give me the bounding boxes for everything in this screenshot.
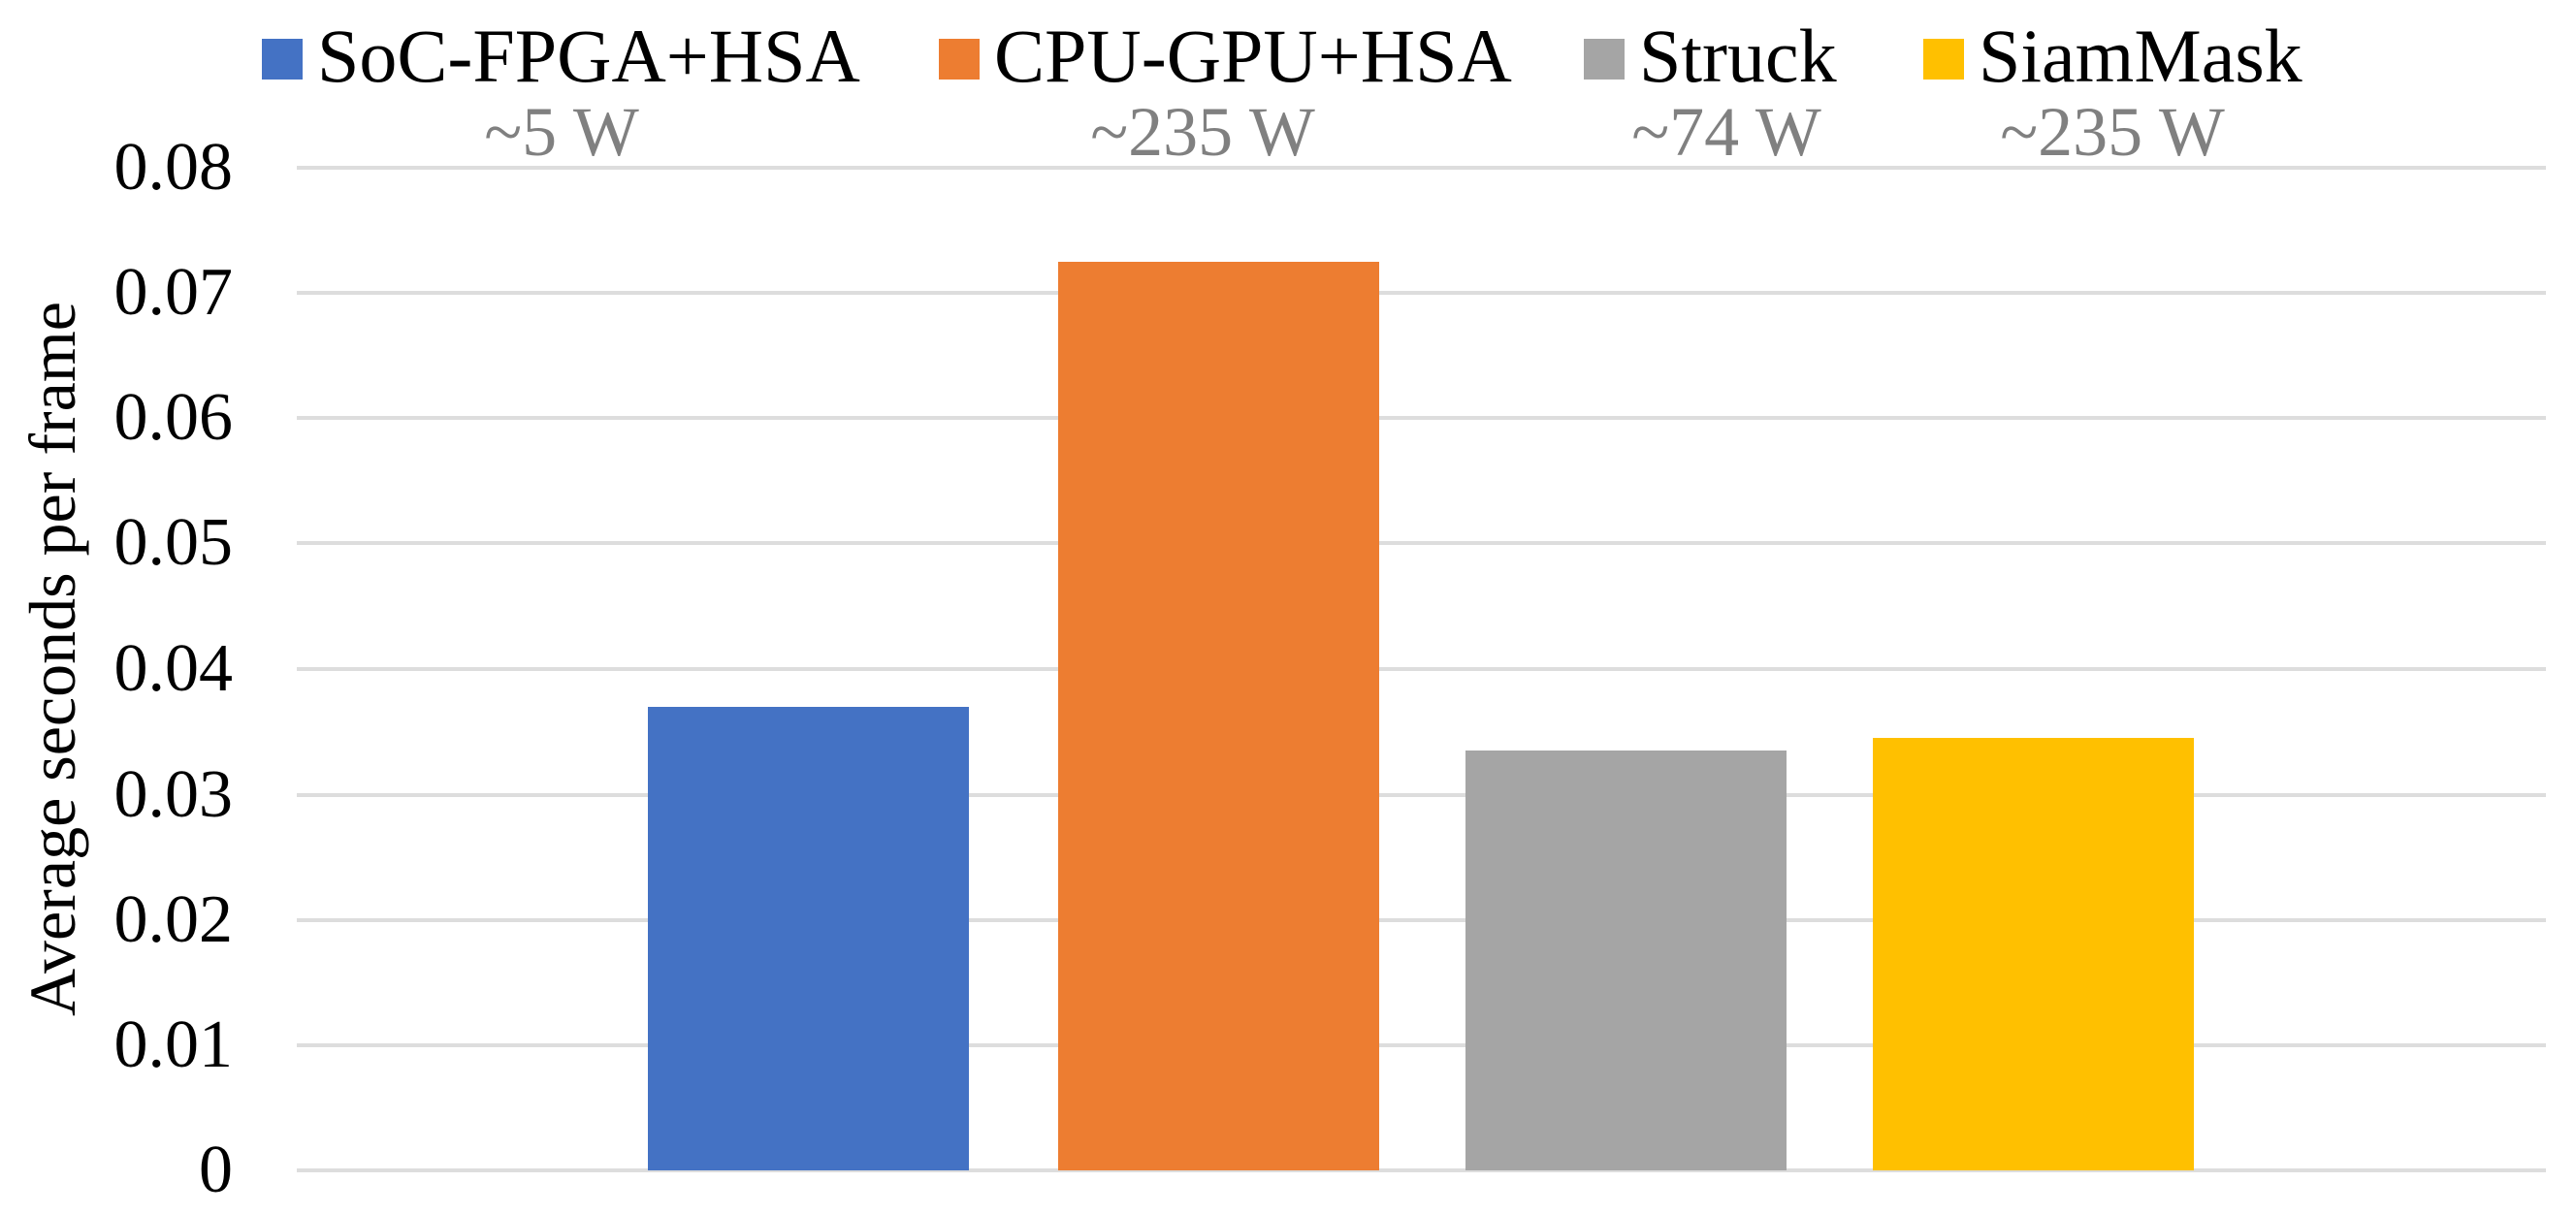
y-tick-label: 0.04 [113,631,234,706]
y-tick-label: 0.05 [113,505,234,580]
legend-swatch-orange-icon [939,39,980,80]
y-tick-label: 0 [199,1133,233,1207]
power-annotation: ~5 W [484,93,639,171]
legend-label: SiamMask [1979,14,2302,98]
x-axis-baseline [297,1168,2546,1172]
y-tick-label: 0.06 [113,380,234,455]
power-annotation: ~235 W [2000,93,2225,171]
bar-cpu-gpu-hsa [1058,262,1379,1170]
legend-item-struck: Struck [1584,17,1837,95]
y-tick-label: 0.02 [113,882,234,957]
gridline [297,166,2546,170]
legend-label: CPU-GPU+HSA [994,14,1512,98]
legend-swatch-yellow-icon [1923,39,1964,80]
gridline [297,918,2546,922]
bar-struck [1465,751,1787,1170]
power-annotation: ~74 W [1631,93,1821,171]
legend-swatch-gray-icon [1584,39,1625,80]
legend-item-soc-fpga-hsa: SoC-FPGA+HSA [262,17,860,95]
power-annotation: ~235 W [1090,93,1315,171]
legend-item-cpu-gpu-hsa: CPU-GPU+HSA [939,17,1512,95]
legend-label: SoC-FPGA+HSA [317,14,860,98]
legend-swatch-blue-icon [262,39,303,80]
bar-siammask [1873,738,2194,1170]
gridline [297,667,2546,671]
y-tick-label: 0.08 [113,130,234,205]
gridline [297,541,2546,545]
bar-soc-fpga-hsa [648,707,969,1170]
legend-item-siammask: SiamMask [1923,17,2302,95]
gridline [297,291,2546,295]
gridline [297,793,2546,797]
legend-label: Struck [1639,14,1837,98]
y-tick-label: 0.07 [113,255,234,330]
gridline [297,416,2546,420]
y-tick-label: 0.03 [113,757,234,832]
y-tick-label: 0.01 [113,1007,234,1082]
gridline [297,1043,2546,1047]
